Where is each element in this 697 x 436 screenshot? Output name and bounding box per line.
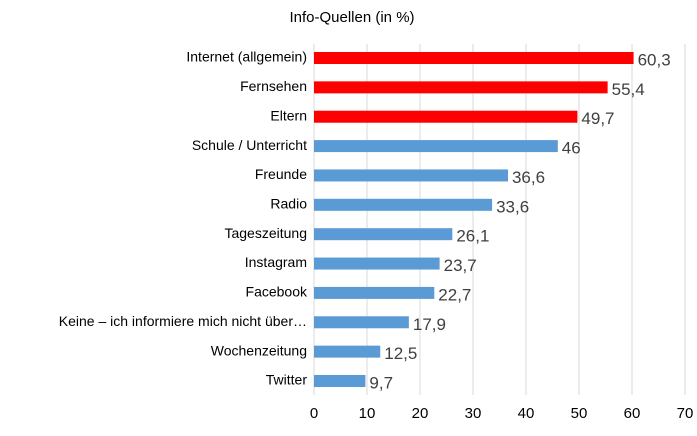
- y-tick-label: Facebook: [246, 284, 308, 300]
- bar: [314, 110, 578, 123]
- data-label: 26,1: [456, 227, 489, 246]
- bar: [314, 286, 435, 299]
- bar: [314, 228, 453, 241]
- bar: [314, 316, 409, 329]
- y-tick-label: Freunde: [255, 166, 307, 182]
- data-label: 17,9: [413, 315, 446, 334]
- bar: [314, 257, 440, 270]
- y-tick-label: Wochenzeitung: [211, 342, 307, 358]
- data-label: 33,6: [496, 197, 529, 216]
- data-label: 12,5: [384, 344, 417, 363]
- bar: [314, 52, 634, 64]
- y-tick-label: Radio: [270, 196, 307, 212]
- y-tick-label: Schule / Unterricht: [192, 137, 307, 153]
- data-label: 55,4: [612, 80, 645, 99]
- data-label: 22,7: [438, 285, 471, 304]
- x-tick-label: 40: [518, 405, 535, 422]
- bar: [314, 345, 381, 358]
- x-tick-label: 50: [571, 405, 588, 422]
- x-tick-label: 10: [359, 405, 376, 422]
- data-label: 46: [562, 139, 581, 158]
- y-tick-label: Tageszeitung: [224, 225, 307, 241]
- bar: [314, 375, 366, 387]
- y-tick-label: Fernsehen: [240, 78, 307, 94]
- data-label: 23,7: [444, 256, 477, 275]
- chart-title: Info-Quellen (in %): [289, 9, 414, 26]
- x-tick-label: 20: [412, 405, 429, 422]
- data-label: 36,6: [512, 168, 545, 187]
- bar: [314, 140, 558, 153]
- y-tick-label: Keine – ich informiere mich nicht über…: [59, 313, 307, 329]
- x-tick-label: 0: [310, 405, 318, 422]
- x-tick-label: 60: [624, 405, 641, 422]
- x-tick-label: 30: [465, 405, 482, 422]
- bar: [314, 81, 608, 94]
- data-label: 9,7: [369, 373, 393, 392]
- y-tick-label: Eltern: [270, 107, 307, 123]
- data-label: 60,3: [638, 50, 671, 69]
- y-tick-label: Internet (allgemein): [186, 49, 307, 65]
- bar: [314, 169, 508, 182]
- y-tick-label: Twitter: [266, 372, 308, 388]
- data-label: 49,7: [581, 109, 614, 128]
- bar: [314, 198, 493, 211]
- x-tick-label: 70: [677, 405, 694, 422]
- y-tick-label: Instagram: [245, 254, 307, 270]
